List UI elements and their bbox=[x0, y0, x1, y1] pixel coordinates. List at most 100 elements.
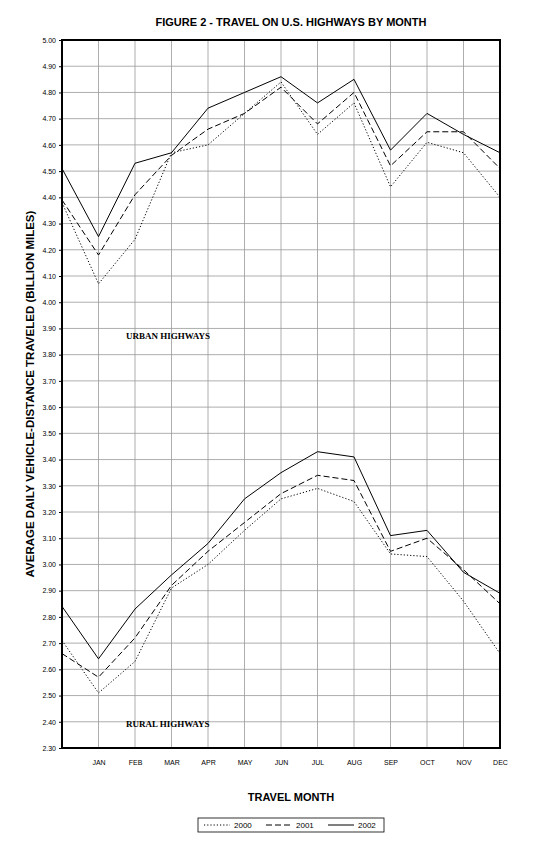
y-tick: 2.40 bbox=[42, 719, 62, 726]
y-tick-label: 2.40 bbox=[42, 719, 56, 726]
y-tick-label: 2.70 bbox=[42, 640, 56, 647]
y-tick-label: 4.80 bbox=[42, 89, 56, 96]
y-tick-label: 4.90 bbox=[42, 63, 56, 70]
y-tick: 3.10 bbox=[42, 535, 62, 542]
y-tick-label: 3.10 bbox=[42, 535, 56, 542]
series-line bbox=[62, 77, 500, 237]
y-tick: 4.60 bbox=[42, 142, 62, 149]
grid-line bbox=[354, 40, 355, 748]
x-tick-label: OCT bbox=[420, 759, 436, 766]
y-tick-label: 3.30 bbox=[42, 483, 56, 490]
grid-line bbox=[171, 40, 172, 748]
series-line bbox=[62, 87, 500, 255]
grid-line bbox=[317, 40, 318, 748]
y-tick: 3.90 bbox=[42, 325, 62, 332]
title: FIGURE 2 - TRAVEL ON U.S. HIGHWAYS BY MO… bbox=[156, 16, 427, 28]
x-tick-label: JUL bbox=[312, 759, 325, 766]
x-tick: APR bbox=[201, 748, 215, 766]
y-tick: 2.80 bbox=[42, 614, 62, 621]
y-tick-label: 2.60 bbox=[42, 666, 56, 673]
y-tick: 3.40 bbox=[42, 456, 62, 463]
grid-line bbox=[98, 40, 99, 748]
y-tick: 3.00 bbox=[42, 561, 62, 568]
y-tick: 4.00 bbox=[42, 299, 62, 306]
y-tick-label: 3.80 bbox=[42, 351, 56, 358]
y-tick: 4.40 bbox=[42, 194, 62, 201]
x-tick-label: FEB bbox=[129, 759, 143, 766]
annotation: URBAN HIGHWAYS bbox=[126, 331, 210, 341]
y-tick: 4.20 bbox=[42, 247, 62, 254]
x-tick-label: DEC bbox=[493, 759, 508, 766]
y-tick-label: 2.30 bbox=[42, 745, 56, 752]
legend-box bbox=[198, 818, 384, 832]
y-tick-label: 5.00 bbox=[42, 37, 56, 44]
x-tick: JUL bbox=[312, 748, 325, 766]
grid-line bbox=[281, 40, 282, 748]
lines bbox=[62, 77, 500, 693]
x-tick-label: JAN bbox=[92, 759, 105, 766]
y-tick: 5.00 bbox=[42, 37, 62, 44]
y-tick-label: 3.90 bbox=[42, 325, 56, 332]
series-line bbox=[62, 475, 500, 677]
legend-swatch bbox=[328, 825, 354, 826]
x-tick-label: MAY bbox=[238, 759, 253, 766]
legend-swatch bbox=[266, 825, 292, 826]
y-tick-label: 2.90 bbox=[42, 587, 56, 594]
y-tick: 4.90 bbox=[42, 63, 62, 70]
grid bbox=[62, 40, 500, 748]
y-tick-label: 2.80 bbox=[42, 614, 56, 621]
grid-line bbox=[390, 40, 391, 748]
grid-line bbox=[244, 40, 245, 748]
legend: 2000 2001 2002 bbox=[198, 818, 384, 832]
y-tick: 3.50 bbox=[42, 430, 62, 437]
y-tick-label: 2.50 bbox=[42, 692, 56, 699]
y-tick: 2.60 bbox=[42, 666, 62, 673]
y-tick: 4.30 bbox=[42, 220, 62, 227]
y-tick-label: 4.10 bbox=[42, 273, 56, 280]
annotation: RURAL HIGHWAYS bbox=[126, 719, 209, 729]
series-line bbox=[62, 82, 500, 284]
x-tick: AUG bbox=[347, 748, 362, 766]
x-tick-label: MAR bbox=[164, 759, 180, 766]
legend-label: 2001 bbox=[296, 821, 314, 830]
y-tick-label: 3.40 bbox=[42, 456, 56, 463]
x-tick: SEP bbox=[384, 748, 398, 766]
legend-label: 2000 bbox=[234, 821, 252, 830]
y-tick-label: 3.20 bbox=[42, 509, 56, 516]
x-tick-label: SEP bbox=[384, 759, 398, 766]
y-axis: 2.30 2.40 2.50 2.60 2.70 2.80 2.90 3.00 3.10 3.20… bbox=[42, 37, 62, 752]
chart: FIGURE 2 - TRAVEL ON U.S. HIGHWAYS BY MO… bbox=[0, 0, 553, 848]
y-tick: 3.20 bbox=[42, 509, 62, 516]
grid-line bbox=[463, 40, 464, 748]
y-tick: 2.30 bbox=[42, 745, 62, 752]
y-tick: 2.50 bbox=[42, 692, 62, 699]
legend-label: 2002 bbox=[358, 821, 376, 830]
x-tick: DEC bbox=[493, 748, 508, 766]
x-tick: FEB bbox=[129, 748, 143, 766]
y-tick: 3.30 bbox=[42, 483, 62, 490]
y-tick-label: 4.00 bbox=[42, 299, 56, 306]
plot-frame bbox=[62, 40, 500, 748]
x-tick-label: JUN bbox=[275, 759, 289, 766]
grid-line bbox=[135, 40, 136, 748]
x-axis: JAN FEB MAR APR MAY JUN JUL AUG SEP OCT NOV DEC bbox=[63, 748, 508, 766]
x-tick: JUN bbox=[275, 748, 289, 766]
x-tick-label: AUG bbox=[347, 759, 362, 766]
y-tick: 3.80 bbox=[42, 351, 62, 358]
y-tick-label: 4.30 bbox=[42, 220, 56, 227]
y-tick: 4.50 bbox=[42, 168, 62, 175]
grid-line bbox=[208, 40, 209, 748]
series-line bbox=[62, 452, 500, 659]
x-tick: MAY bbox=[238, 748, 253, 766]
y-tick-label: 3.00 bbox=[42, 561, 56, 568]
x-tick-label: NOV bbox=[456, 759, 472, 766]
x-tick: NOV bbox=[456, 748, 472, 766]
y-tick-label: 3.70 bbox=[42, 378, 56, 385]
y-tick: 3.70 bbox=[42, 378, 62, 385]
y-tick: 2.90 bbox=[42, 587, 62, 594]
y-tick-label: 4.40 bbox=[42, 194, 56, 201]
x-tick-label: APR bbox=[201, 759, 215, 766]
y-tick-label: 3.50 bbox=[42, 430, 56, 437]
x-axis-title: TRAVEL MONTH bbox=[248, 791, 334, 803]
y-axis-title: AVERAGE DAILY VEHICLE-DISTANCE TRAVELED … bbox=[24, 210, 36, 577]
